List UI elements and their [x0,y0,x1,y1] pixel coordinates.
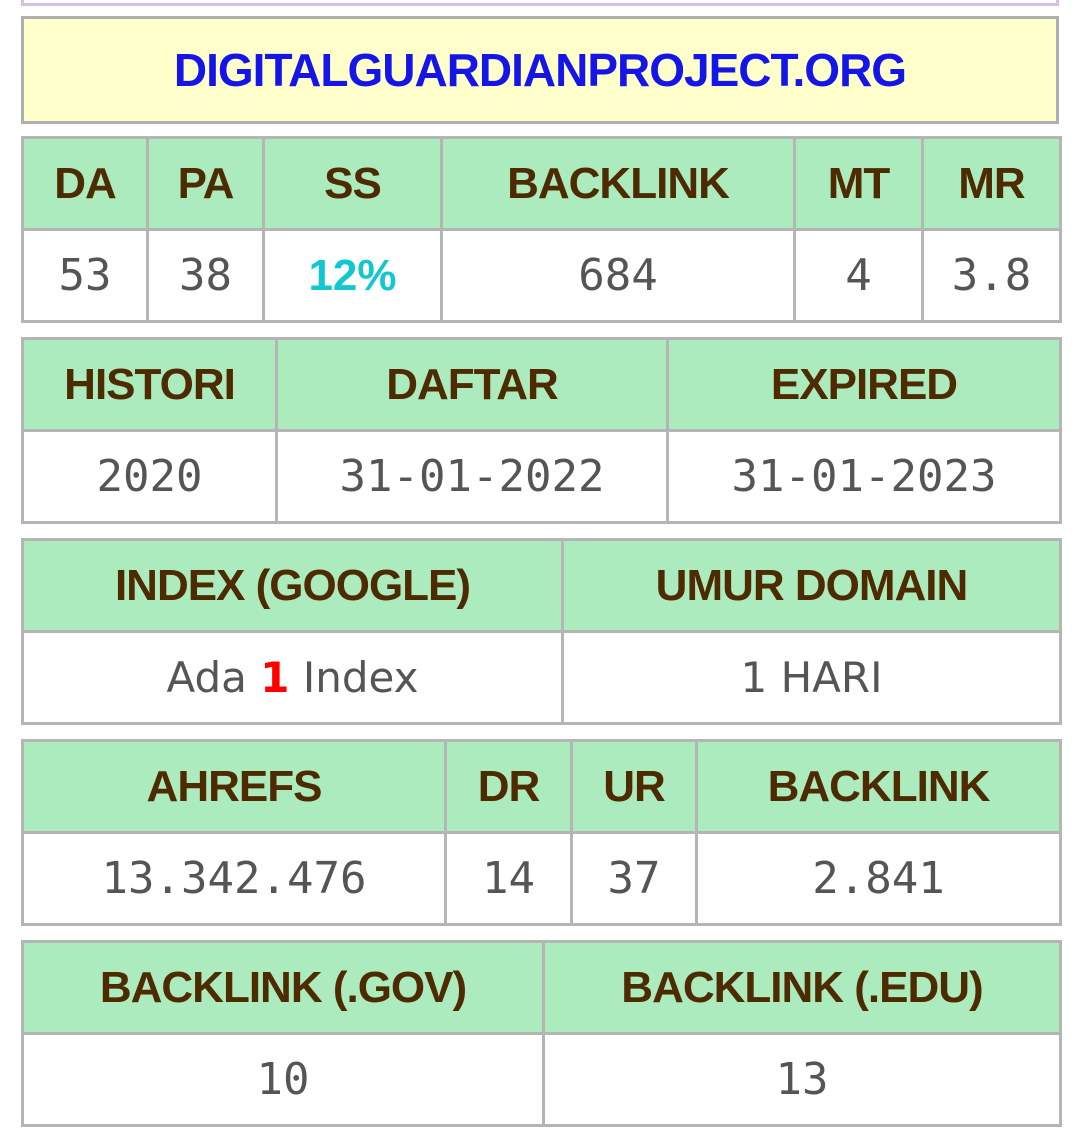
value-backlink-gov: 10 [21,1032,545,1127]
index-header-row: INDEX (GOOGLE) UMUR DOMAIN [21,538,1062,633]
index-value-row: Ada 1 Index 1 HARI [21,630,1062,725]
moz-metrics-table: DA PA SS BACKLINK MT MR 53 38 12% 684 4 … [21,136,1062,323]
header-ahrefs: AHREFS [21,739,447,834]
previous-card-edge [21,0,1059,6]
moz-value-row: 53 38 12% 684 4 3.8 [21,228,1062,323]
ahrefs-value-row: 13.342.476 14 37 2.841 [21,831,1062,926]
value-histori: 2020 [21,429,278,524]
value-expired: 31-01-2023 [666,429,1062,524]
header-expired: EXPIRED [666,337,1062,432]
index-suffix: Index [302,653,419,702]
header-index-google: INDEX (GOOGLE) [21,538,564,633]
header-mt: MT [793,136,924,231]
value-da: 53 [21,228,149,323]
header-ahrefs-backlink: BACKLINK [695,739,1062,834]
header-daftar: DAFTAR [275,337,669,432]
value-ur: 37 [570,831,698,926]
special-value-row: 10 13 [21,1032,1062,1127]
value-pa: 38 [146,228,265,323]
header-ur: UR [570,739,698,834]
header-da: DA [21,136,149,231]
header-backlink-gov: BACKLINK (.GOV) [21,940,545,1035]
ahrefs-header-row: AHREFS DR UR BACKLINK [21,739,1062,834]
index-prefix: Ada [166,653,247,702]
header-pa: PA [146,136,265,231]
value-ahrefs: 13.342.476 [21,831,447,926]
header-dr: DR [444,739,573,834]
moz-header-row: DA PA SS BACKLINK MT MR [21,136,1062,231]
header-mr: MR [921,136,1062,231]
value-backlink: 684 [440,228,796,323]
value-daftar: 31-01-2022 [275,429,669,524]
value-backlink-edu: 13 [542,1032,1062,1127]
special-header-row: BACKLINK (.GOV) BACKLINK (.EDU) [21,940,1062,1035]
value-mr: 3.8 [921,228,1062,323]
dates-header-row: HISTORI DAFTAR EXPIRED [21,337,1062,432]
special-backlinks-table: BACKLINK (.GOV) BACKLINK (.EDU) 10 13 [21,940,1062,1127]
value-mt: 4 [793,228,924,323]
domain-name: DIGITALGUARDIANPROJECT.ORG [173,44,907,96]
header-umur-domain: UMUR DOMAIN [561,538,1062,633]
value-dr: 14 [444,831,573,926]
value-ss: 12% [262,228,443,323]
index-count: 1 [260,653,290,702]
header-backlink: BACKLINK [440,136,796,231]
value-index-google: Ada 1 Index [21,630,564,725]
header-ss: SS [262,136,443,231]
header-histori: HISTORI [21,337,278,432]
domain-dates-table: HISTORI DAFTAR EXPIRED 2020 31-01-2022 3… [21,337,1062,524]
value-ahrefs-backlink: 2.841 [695,831,1062,926]
ahrefs-metrics-table: AHREFS DR UR BACKLINK 13.342.476 14 37 2… [21,739,1062,926]
value-umur-domain: 1 HARI [561,630,1062,725]
dates-value-row: 2020 31-01-2022 31-01-2023 [21,429,1062,524]
header-backlink-edu: BACKLINK (.EDU) [542,940,1062,1035]
domain-header: DIGITALGUARDIANPROJECT.ORG [21,16,1059,124]
index-age-table: INDEX (GOOGLE) UMUR DOMAIN Ada 1 Index 1… [21,538,1062,725]
